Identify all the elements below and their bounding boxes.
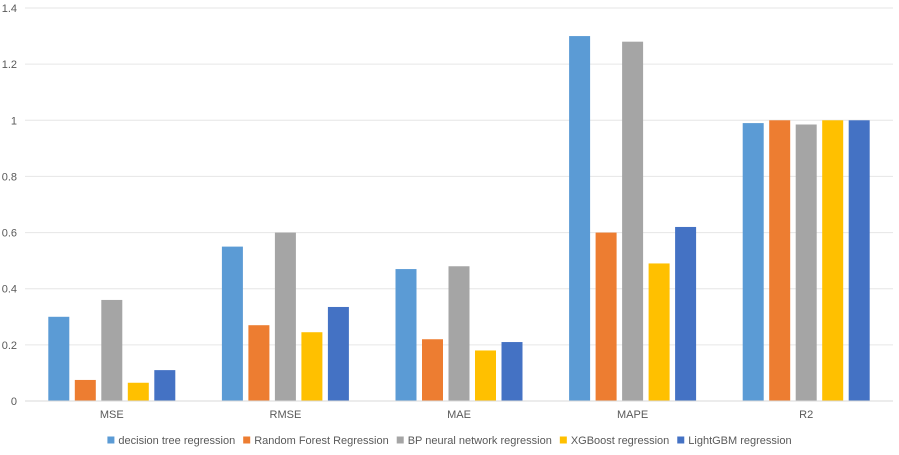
- bar-r2-series-2: [769, 120, 791, 402]
- legend-swatch: [559, 436, 567, 444]
- legend-label: XGBoost regression: [571, 435, 669, 447]
- bar-rmse-series-3: [274, 232, 296, 401]
- x-category-label: MAE: [447, 409, 471, 421]
- bar-mse-series-4: [127, 382, 149, 401]
- legend-item: XGBoost regression: [559, 435, 669, 447]
- bar-mae-series-1: [395, 269, 417, 401]
- legend-item: decision tree regression: [107, 435, 235, 447]
- x-category-label: MAPE: [617, 409, 648, 421]
- bar-mse-series-1: [48, 316, 70, 401]
- bar-r2-series-3: [795, 124, 817, 401]
- bar-mape-series-1: [569, 36, 591, 401]
- x-axis-category-labels: MSE RMSE MAE MAPE R2: [100, 409, 813, 421]
- x-category-label: RMSE: [270, 409, 302, 421]
- y-tick-label: 0.4: [2, 284, 17, 296]
- bar-mae-series-3: [448, 266, 470, 401]
- bar-mape-series-5: [675, 226, 697, 401]
- gridlines: [25, 7, 893, 346]
- y-tick-label: 0: [11, 396, 17, 408]
- legend-label: Random Forest Regression: [254, 435, 389, 447]
- y-tick-label: 0.2: [2, 340, 17, 352]
- legend-swatch: [396, 436, 404, 444]
- x-category-label: MSE: [100, 409, 124, 421]
- legend-label: LightGBM regression: [688, 435, 791, 447]
- bar-r2-series-1: [742, 123, 764, 401]
- legend-swatch: [677, 436, 685, 444]
- bar-r2-series-5: [848, 120, 870, 402]
- bars: [48, 36, 870, 402]
- legend-item: BP neural network regression: [396, 435, 552, 447]
- legend-swatch: [243, 436, 251, 444]
- y-axis-tick-labels: 0 0.2 0.4 0.6 0.8 1 1.2 1.4: [2, 3, 17, 408]
- y-tick-label: 1: [11, 115, 17, 127]
- legend-item: Random Forest Regression: [243, 435, 389, 447]
- bar-mse-series-5: [154, 370, 176, 401]
- x-category-label: R2: [799, 409, 813, 421]
- legend-label: BP neural network regression: [408, 435, 552, 447]
- bar-mape-series-3: [622, 41, 644, 401]
- bar-mape-series-2: [595, 232, 617, 401]
- bar-mse-series-3: [101, 299, 123, 401]
- bar-rmse-series-4: [301, 332, 323, 401]
- y-tick-label: 0.6: [2, 228, 17, 240]
- y-tick-label: 0.8: [2, 171, 17, 183]
- y-tick-label: 1.2: [2, 59, 17, 71]
- bar-rmse-series-5: [327, 306, 349, 401]
- legend: decision tree regression Random Forest Re…: [107, 435, 792, 447]
- legend-label: decision tree regression: [118, 435, 235, 447]
- bar-r2-series-4: [822, 120, 844, 402]
- bar-mse-series-2: [74, 379, 96, 401]
- bar-mae-series-2: [422, 339, 443, 401]
- bar-mae-series-5: [501, 342, 523, 401]
- legend-swatch: [107, 436, 115, 444]
- bar-rmse-series-2: [248, 325, 270, 401]
- legend-item: LightGBM regression: [677, 435, 792, 447]
- bar-mape-series-4: [648, 263, 670, 401]
- bar-rmse-series-1: [221, 246, 243, 401]
- y-tick-label: 1.4: [2, 3, 17, 15]
- bar-mae-series-4: [475, 350, 496, 401]
